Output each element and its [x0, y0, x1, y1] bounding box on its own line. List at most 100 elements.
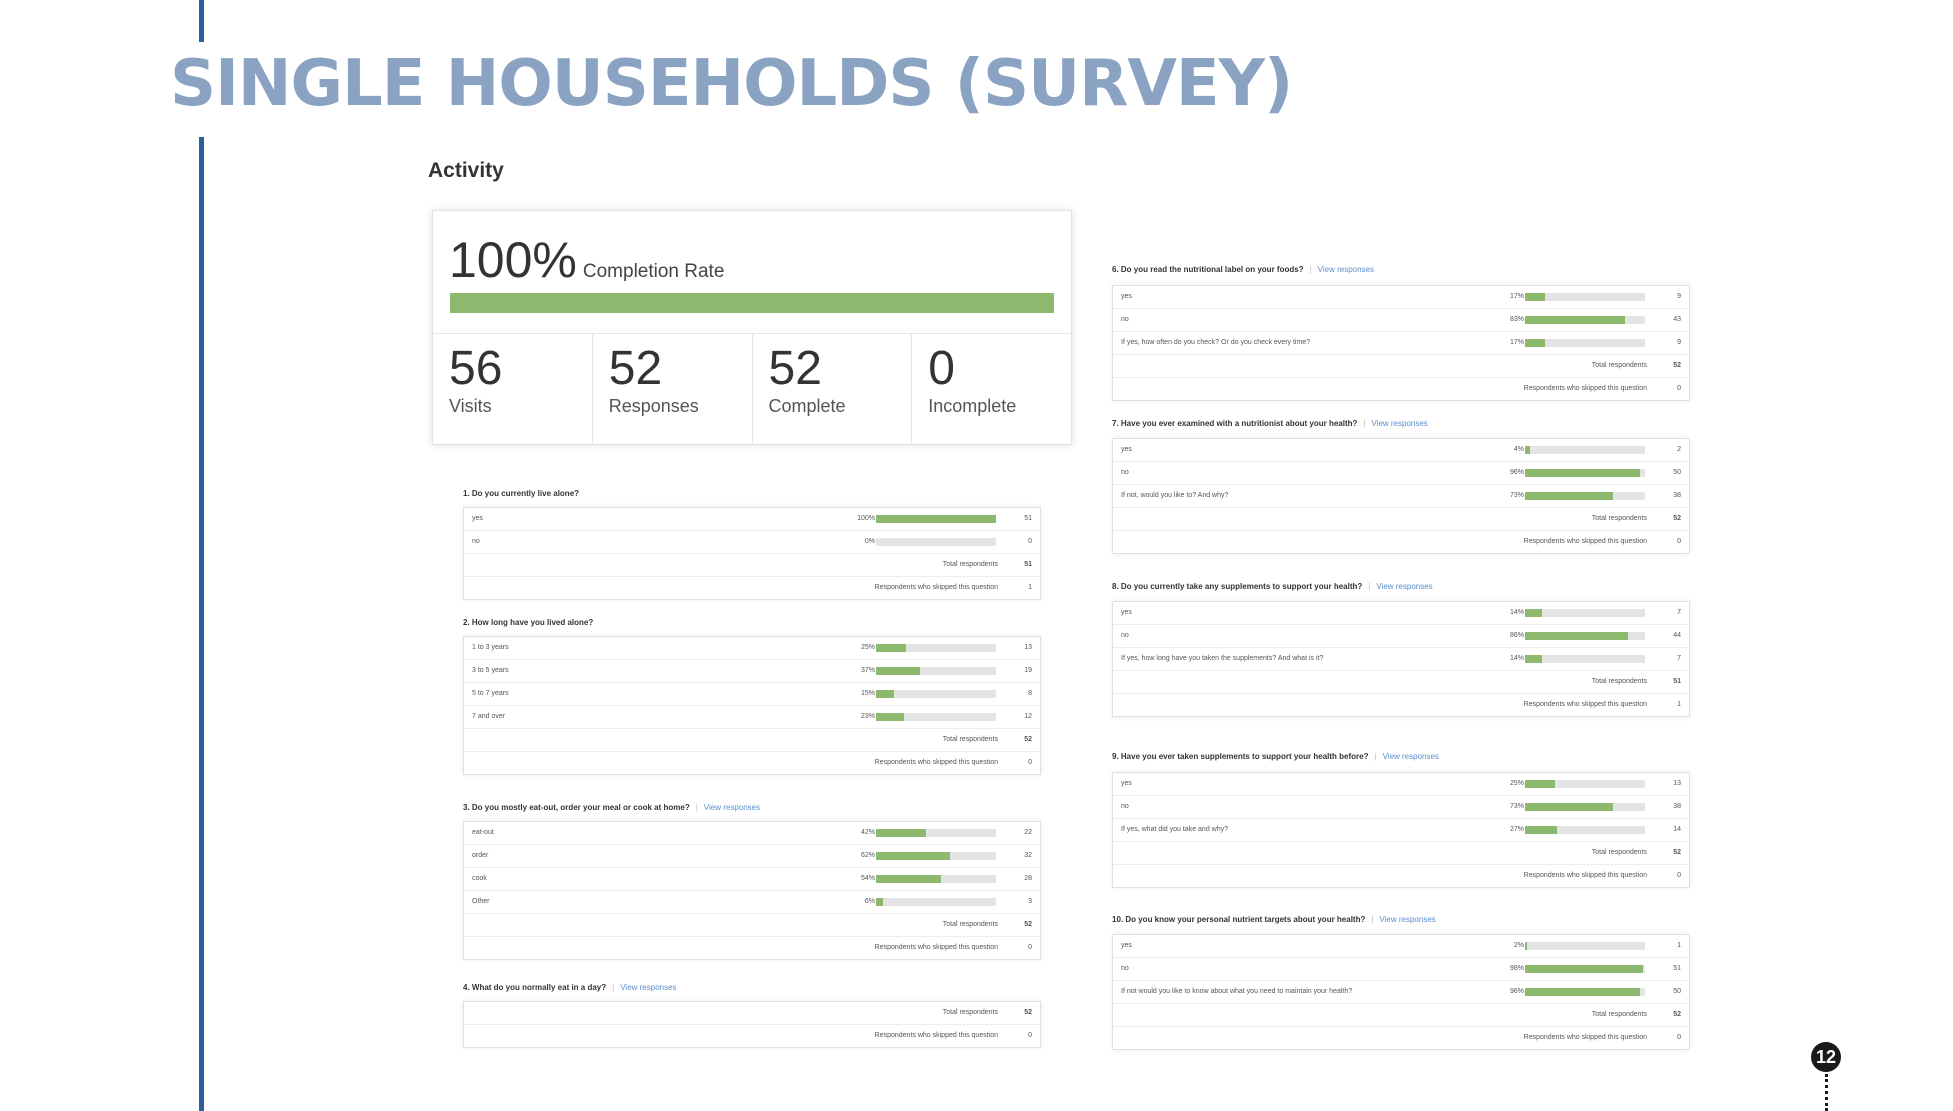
answer-label: 1 to 3 years [472, 644, 509, 651]
skipped-row: Respondents who skipped this question 0 [1113, 531, 1689, 553]
answer-row: no 0% 0 [464, 531, 1040, 554]
accent-line-top [199, 0, 204, 42]
completion-rate-value: 100% [449, 232, 577, 288]
answer-percent: 0% [864, 538, 875, 545]
question-title: 3. Do you mostly eat-out, order your mea… [463, 803, 760, 812]
answer-count: 51 [1024, 515, 1032, 522]
answer-row: 1 to 3 years 25% 13 [464, 637, 1040, 660]
skipped-value: 0 [1677, 872, 1681, 879]
answer-bar-track [1525, 655, 1645, 663]
answer-percent: 54% [860, 875, 875, 882]
answer-bar-track [1525, 492, 1645, 500]
answer-row: order 62% 32 [464, 845, 1040, 868]
answer-row: no 83% 43 [1113, 309, 1689, 332]
view-responses-link[interactable]: View responses [620, 983, 677, 992]
answer-label: no [1121, 965, 1129, 972]
title-separator: | [1371, 915, 1374, 924]
skipped-row: Respondents who skipped this question 0 [464, 937, 1040, 959]
stat-incomplete: 0 Incomplete [912, 334, 1071, 444]
answer-bar-track [1525, 446, 1645, 454]
answer-bar-track [876, 875, 996, 883]
answer-bar-fill [876, 898, 883, 906]
answer-count: 44 [1673, 632, 1681, 639]
answer-bar-track [876, 713, 996, 721]
answer-bar-fill [1525, 826, 1557, 834]
answer-bar-fill [876, 829, 926, 837]
answer-row: 7 and over 23% 12 [464, 706, 1040, 729]
answer-percent: 14% [1509, 655, 1524, 662]
skipped-value: 0 [1028, 944, 1032, 951]
answer-bar-track [1525, 780, 1645, 788]
stat-label: Visits [449, 396, 492, 417]
answer-row: no 96% 50 [1113, 462, 1689, 485]
view-responses-link[interactable]: View responses [1371, 419, 1428, 428]
completion-rate-label: Completion Rate [582, 261, 725, 282]
answer-label: yes [1121, 609, 1132, 616]
answer-row: If yes, how often do you check? Or do yo… [1113, 332, 1689, 355]
view-responses-link[interactable]: View responses [703, 803, 761, 812]
answer-label: If yes, how long have you taken the supp… [1121, 655, 1324, 662]
answer-percent: 98% [1509, 965, 1524, 972]
view-responses-link[interactable]: View responses [1317, 265, 1374, 274]
skipped-label: Respondents who skipped this question [1523, 872, 1647, 879]
answer-row: no 86% 44 [1113, 625, 1689, 648]
answer-percent: 4% [1513, 446, 1524, 453]
answer-bar-fill [876, 713, 904, 721]
answer-label: yes [1121, 293, 1132, 300]
view-responses-link[interactable]: View responses [1376, 582, 1433, 591]
answer-percent: 96% [1509, 469, 1524, 476]
question-title: 1. Do you currently live alone? [463, 489, 579, 498]
completion-rate-bar [450, 293, 1054, 313]
answer-row: yes 2% 1 [1113, 935, 1689, 958]
answer-bar-track [1525, 826, 1645, 834]
answer-count: 38 [1673, 803, 1681, 810]
title-separator: | [1374, 752, 1377, 761]
question-box: yes 25% 13 no 73% 38 If yes, what did you take… [1112, 772, 1690, 888]
answer-bar-track [876, 538, 996, 546]
question-box: Total respondents 52 Respondents who skipp… [463, 1001, 1041, 1048]
answer-bar-track [1525, 293, 1645, 301]
question-title-text: 2. How long have you lived alone? [463, 618, 594, 627]
skipped-label: Respondents who skipped this question [874, 584, 998, 591]
question-title: 6. Do you read the nutritional label on … [1112, 265, 1374, 274]
total-respondents-row: Total respondents 51 [464, 554, 1040, 577]
answer-label: If yes, how often do you check? Or do yo… [1121, 339, 1311, 346]
total-respondents-row: Total respondents 52 [1113, 355, 1689, 378]
view-responses-link[interactable]: View responses [1382, 752, 1439, 761]
skipped-value: 0 [1677, 538, 1681, 545]
skipped-row: Respondents who skipped this question 0 [1113, 865, 1689, 887]
answer-label: order [472, 852, 489, 859]
total-respondents-label: Total respondents [942, 736, 998, 743]
activity-summary-card: 100% Completion Rate 56 Visits 52 Respons… [432, 210, 1072, 445]
answer-bar-track [1525, 632, 1645, 640]
answer-label: yes [1121, 780, 1132, 787]
total-respondents-value: 51 [1673, 678, 1681, 685]
skipped-value: 1 [1028, 584, 1032, 591]
answer-percent: 62% [860, 852, 875, 859]
skipped-row: Respondents who skipped this question 1 [1113, 694, 1689, 716]
answer-percent: 17% [1509, 293, 1524, 300]
answer-percent: 42% [860, 829, 875, 836]
answer-bar-fill [1525, 293, 1545, 301]
answer-label: Other [472, 898, 490, 905]
answer-percent: 100% [857, 515, 875, 522]
answer-count: 13 [1024, 644, 1032, 651]
answer-percent: 73% [1509, 803, 1524, 810]
answer-bar-track [1525, 942, 1645, 950]
total-respondents-row: Total respondents 52 [464, 729, 1040, 752]
answer-bar-fill [1525, 339, 1545, 347]
skipped-value: 1 [1677, 701, 1681, 708]
answer-bar-track [1525, 469, 1645, 477]
skipped-row: Respondents who skipped this question 0 [464, 1025, 1040, 1047]
question-title-text: 4. What do you normally eat in a day? [463, 983, 607, 992]
answer-bar-fill [1525, 609, 1542, 617]
question-title: 7. Have you ever examined with a nutriti… [1112, 419, 1428, 428]
skipped-label: Respondents who skipped this question [874, 759, 998, 766]
question-title: 8. Do you currently take any supplements… [1112, 582, 1433, 591]
answer-percent: 83% [1509, 316, 1524, 323]
completion-rate: 100% Completion Rate [449, 231, 724, 289]
answer-bar-fill [1525, 492, 1613, 500]
view-responses-link[interactable]: View responses [1379, 915, 1436, 924]
answer-row: cook 54% 28 [464, 868, 1040, 891]
answer-bar-fill [876, 644, 906, 652]
